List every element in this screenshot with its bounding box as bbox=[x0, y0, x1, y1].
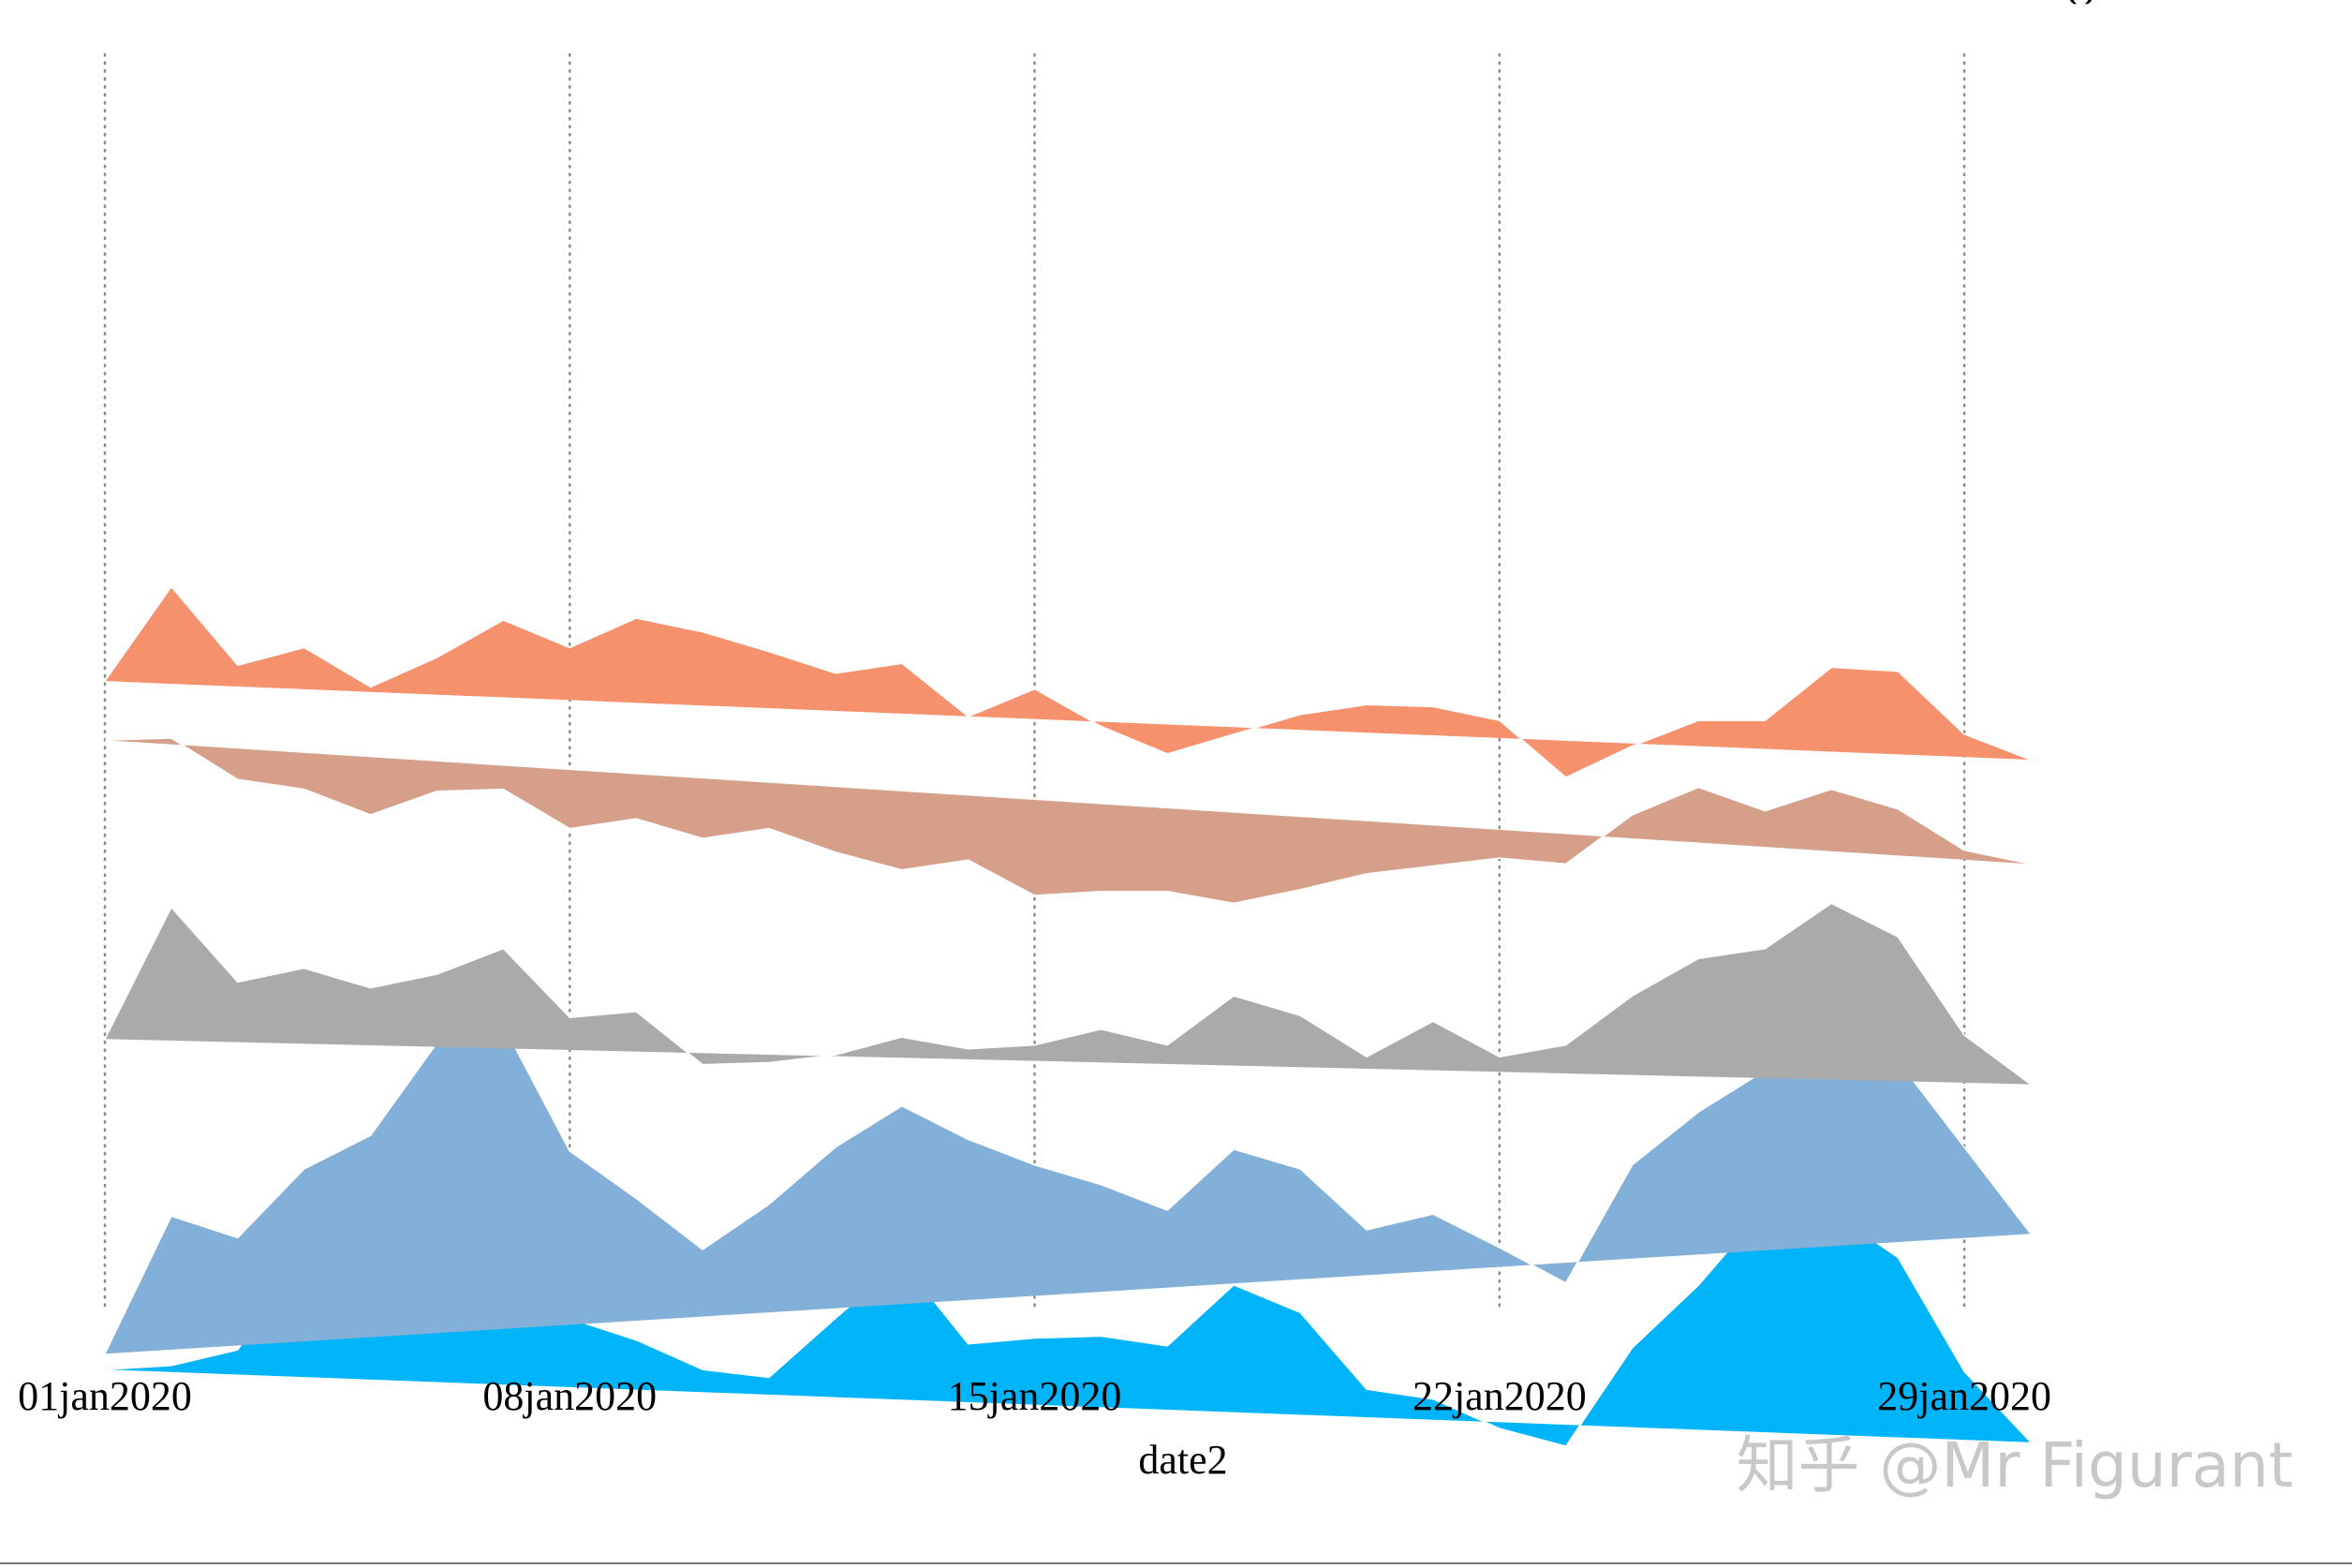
x-tick-label: 29jan2020 bbox=[1877, 1373, 2051, 1419]
x-tick-label: 08jan2020 bbox=[482, 1373, 657, 1419]
area-series-d bbox=[104, 737, 2032, 905]
series-label-c: C (1) bbox=[2051, 0, 2093, 5]
area-series-e bbox=[104, 585, 2032, 778]
x-tick-label: 01jan2020 bbox=[18, 1373, 192, 1419]
stream-areas bbox=[104, 585, 2032, 1447]
bottom-border bbox=[0, 1562, 2352, 1564]
area-series-c bbox=[104, 902, 2032, 1086]
series-label-d: D (1) bbox=[2051, 0, 2093, 5]
series-label-a: A (1) bbox=[2051, 0, 2093, 5]
x-tick-label: 22jan2020 bbox=[1413, 1373, 1587, 1419]
x-gridlines bbox=[103, 52, 1966, 1309]
series-label-b: B (0) bbox=[2051, 0, 2093, 5]
x-axis-ticks: 01jan2020 08jan2020 15jan2020 22jan2020 29ja… bbox=[18, 1373, 2051, 1419]
area-series-b bbox=[104, 1006, 2032, 1354]
series-label-e: E (0) bbox=[2051, 0, 2092, 5]
x-axis-title: date2 bbox=[1138, 1437, 1227, 1483]
watermark-text: 知乎 @Mr Figurant bbox=[1736, 1429, 2293, 1501]
x-tick-label: 15jan2020 bbox=[948, 1373, 1122, 1419]
series-labels: A (1)B (0)C (1)D (1)E (0) bbox=[2051, 0, 2093, 5]
